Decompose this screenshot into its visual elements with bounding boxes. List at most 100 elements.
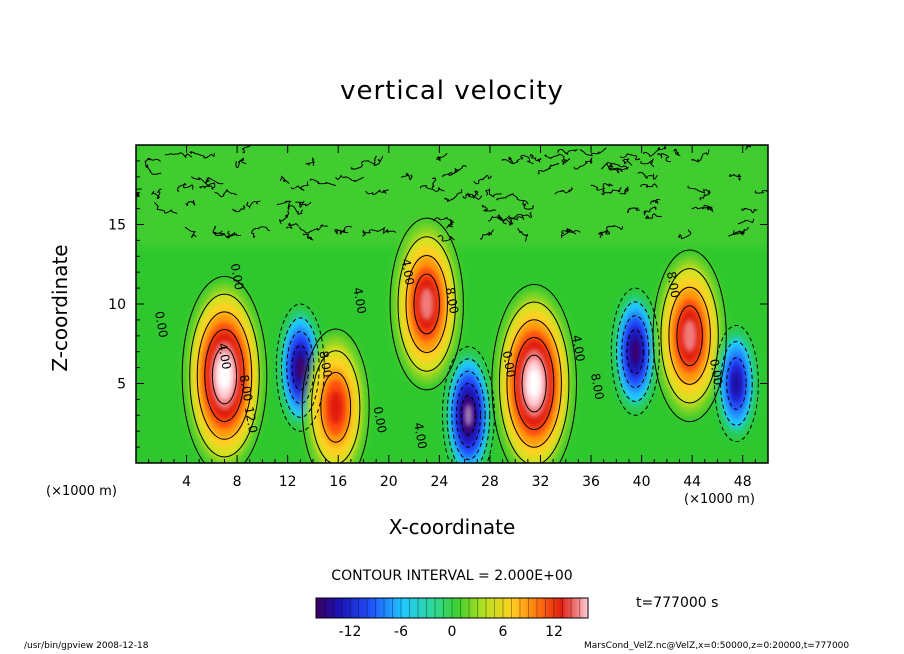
noise-contour-3	[420, 185, 445, 192]
noise-contour-79	[276, 200, 292, 208]
noise-contour-58	[501, 158, 521, 165]
noise-contour-100	[678, 229, 692, 240]
feature-3-level-6	[420, 288, 434, 320]
noise-contour-23	[335, 174, 364, 182]
noise-contour-108	[279, 175, 290, 184]
noise-contour-65	[622, 158, 633, 166]
noise-contour-25	[185, 199, 196, 207]
noise-contour-86	[446, 218, 454, 229]
y-axis: 5 10 15	[108, 160, 768, 448]
colorbar-tick-2: 0	[448, 624, 457, 640]
contour-0-1	[189, 293, 260, 458]
contour-4-2	[451, 370, 486, 460]
contour-8-0	[713, 324, 759, 443]
contour-7-3	[676, 305, 703, 367]
contour-2-2	[320, 372, 352, 443]
footer-source: MarsCond_VelZ.nc@VelZ,x=0:50000,z=0:2000…	[584, 641, 850, 651]
noise-contour-61	[246, 200, 261, 209]
noise-contour-52	[151, 188, 162, 200]
noise-contour-14	[650, 198, 660, 205]
noise-contour-29	[657, 153, 671, 163]
noise-contour-63	[164, 152, 193, 158]
noise-contour-85	[520, 155, 534, 165]
feature-5	[496, 291, 573, 463]
feature-6-level-6	[631, 340, 640, 364]
noise-contour-20	[373, 155, 384, 166]
colorbar-ticks: -12 -6 0 6 12	[339, 624, 563, 640]
noise-contour-92	[522, 201, 534, 210]
contour-0-3	[204, 329, 245, 423]
noise-contour-96	[462, 193, 483, 201]
y-tick-label-0: 5	[117, 377, 126, 393]
contour-6-1	[615, 301, 655, 402]
noise-contour-77	[498, 217, 514, 226]
feature-2	[305, 334, 366, 463]
x-tick-label-7: 32	[532, 474, 550, 490]
contour-label-6: 4.00	[350, 286, 368, 315]
noise-contour-83	[608, 165, 623, 174]
contour-label-14: 8.00	[664, 270, 682, 299]
noise-contour-32	[598, 225, 623, 235]
feature-7-level-6	[683, 319, 697, 352]
noise-contour-73	[290, 181, 309, 191]
noise-contour-105	[227, 230, 241, 239]
contour-5-1	[498, 301, 570, 463]
noise-contour-107	[189, 151, 215, 159]
noise-contour-84	[691, 204, 713, 210]
colorbar-tick-1: -6	[394, 624, 408, 640]
noise-contour-74	[643, 206, 657, 216]
contour-label-0: 0.00	[152, 310, 170, 339]
x-tick-label-4: 20	[380, 474, 398, 490]
contour-2-0	[301, 328, 370, 463]
noise-contour-21	[144, 157, 161, 168]
noise-contour-28	[485, 188, 502, 198]
contour-label-11: 0.00	[500, 350, 518, 379]
noise-contour-99	[741, 208, 758, 214]
noise-contour-70	[287, 205, 304, 215]
noise-contour-4	[302, 233, 314, 241]
noise-contour-95	[339, 225, 353, 235]
noise-contour-56	[554, 187, 574, 195]
noise-contour-18	[626, 207, 641, 213]
z-unit-label: (×1000 m)	[46, 484, 117, 499]
contour-1-2	[286, 331, 315, 405]
noise-contour-12	[309, 178, 337, 187]
noise-contour-39	[295, 200, 312, 208]
noise-contour-93	[737, 218, 755, 225]
noise-contour-89	[487, 214, 507, 225]
noise-contour-50	[334, 229, 349, 235]
noise-contour-91	[601, 163, 629, 171]
contour-6-2	[621, 315, 650, 389]
noise-contour-62	[537, 162, 560, 175]
feature-0-level-8	[218, 361, 231, 391]
contour-label-2: 8.00	[237, 374, 255, 403]
colorbar-divisions	[324, 598, 580, 618]
colorbar: -12 -6 0 6 12	[315, 597, 589, 640]
noise-contour-6	[529, 154, 542, 163]
noise-contour-60	[235, 157, 247, 169]
contour-lines	[136, 145, 768, 463]
contour-interval: CONTOUR INTERVAL = 2.000E+00	[331, 568, 573, 584]
x-tick-label-9: 40	[633, 474, 651, 490]
y-tick-label-2: 15	[108, 218, 126, 234]
noise-contour-0	[444, 189, 463, 202]
noise-contour-33	[619, 186, 629, 195]
noise-contour-30	[561, 229, 581, 235]
noise-contour-67	[350, 160, 375, 170]
noise-contour-36	[601, 186, 622, 196]
contour-3-0	[389, 217, 464, 391]
contour-5-2	[506, 319, 562, 448]
noise-contour-43	[637, 171, 658, 180]
contour-label-4: 0.00	[228, 262, 246, 291]
noise-contour-49	[599, 230, 610, 238]
contour-4-4	[460, 395, 477, 436]
noise-contour-35	[745, 145, 751, 151]
noise-contour-80	[557, 148, 578, 156]
feature-5-level-8	[528, 369, 541, 398]
contour-label-13: 8.00	[588, 372, 606, 401]
contour-3-3	[413, 273, 440, 335]
noise-contour-19	[619, 153, 641, 161]
noise-contour-78	[136, 188, 142, 198]
noise-contour-24	[431, 177, 437, 189]
